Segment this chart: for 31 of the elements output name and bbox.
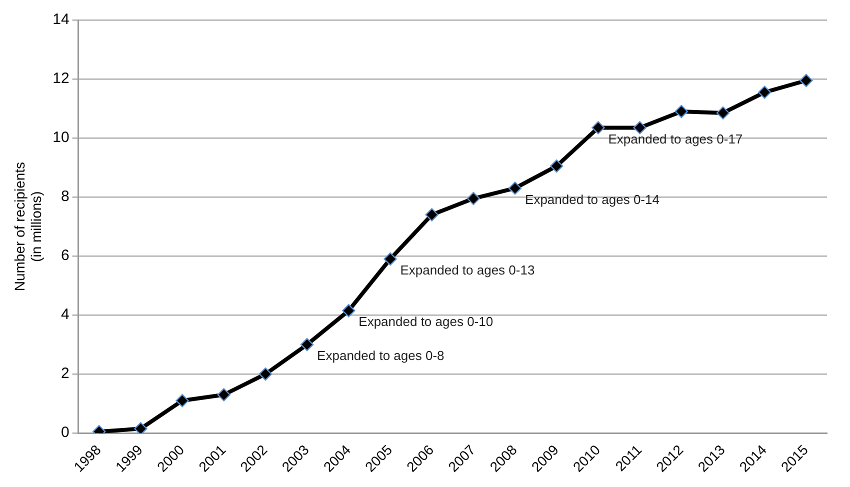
annotation: Expanded to ages 0-14: [525, 192, 660, 207]
point: [176, 394, 189, 408]
point: [134, 422, 148, 434]
y-tick-label: 4: [60, 306, 70, 324]
point: [342, 304, 356, 318]
y-tick-label: 10: [52, 129, 70, 146]
point: [800, 74, 813, 88]
annotation: Expanded to ages 0-17: [608, 131, 743, 146]
point: [384, 252, 397, 266]
point: [425, 208, 438, 222]
point: [300, 338, 314, 352]
y-tick-label: 12: [52, 70, 70, 88]
annotation: Expanded to ages 0-10: [358, 314, 494, 330]
point: [592, 121, 605, 134]
y-tick-label: 0: [60, 424, 70, 442]
point: [758, 86, 772, 99]
point: [633, 121, 646, 134]
annotation: Expanded to ages 0-8: [317, 348, 444, 364]
point: [217, 388, 230, 402]
y-tick-label: 2: [60, 365, 70, 382]
y-tick-label: 14: [52, 11, 70, 28]
point: [550, 159, 564, 173]
y-tick-label: 6: [60, 247, 70, 264]
y-tick-label: 8: [60, 188, 70, 206]
y-axis-title: Number of recipients (in millions): [11, 162, 44, 292]
point: [466, 192, 480, 206]
annotation: Expanded to ages 0-13: [400, 262, 535, 278]
point: [258, 367, 272, 381]
point: [508, 182, 522, 195]
point: [716, 106, 730, 120]
point: [674, 104, 688, 118]
